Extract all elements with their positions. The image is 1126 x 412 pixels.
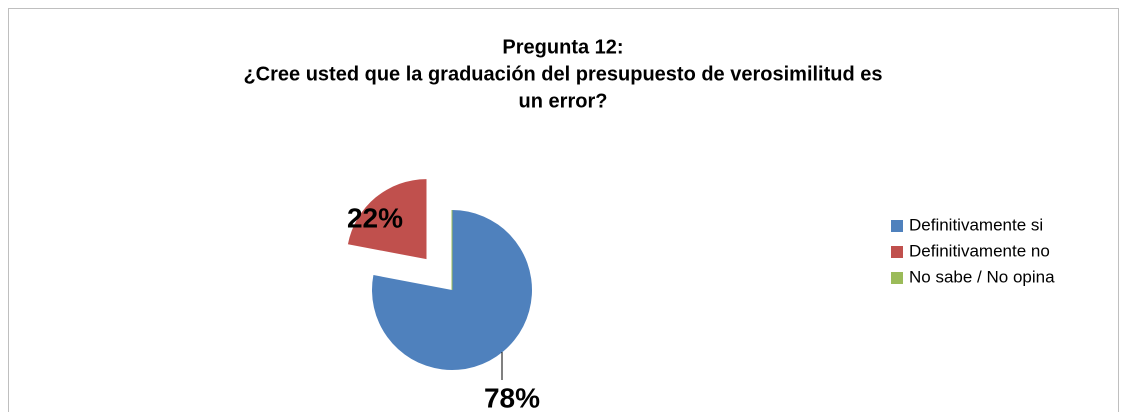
legend-label: Definitivamente si xyxy=(909,215,1043,234)
legend-swatch xyxy=(891,272,903,284)
legend-swatch xyxy=(891,246,903,258)
chart-title: ¿Cree usted que la graduación del presup… xyxy=(243,63,882,85)
chart-title: Pregunta 12: xyxy=(502,36,623,58)
chart-frame xyxy=(8,8,1119,412)
value-label: 22% xyxy=(347,202,403,233)
legend-label: No sabe / No opina xyxy=(909,267,1055,286)
chart-title: un error? xyxy=(519,90,608,112)
pie-slice xyxy=(347,179,427,260)
legend-label: Definitivamente no xyxy=(909,241,1050,260)
value-label: 78% xyxy=(484,382,540,412)
legend-swatch xyxy=(891,220,903,232)
